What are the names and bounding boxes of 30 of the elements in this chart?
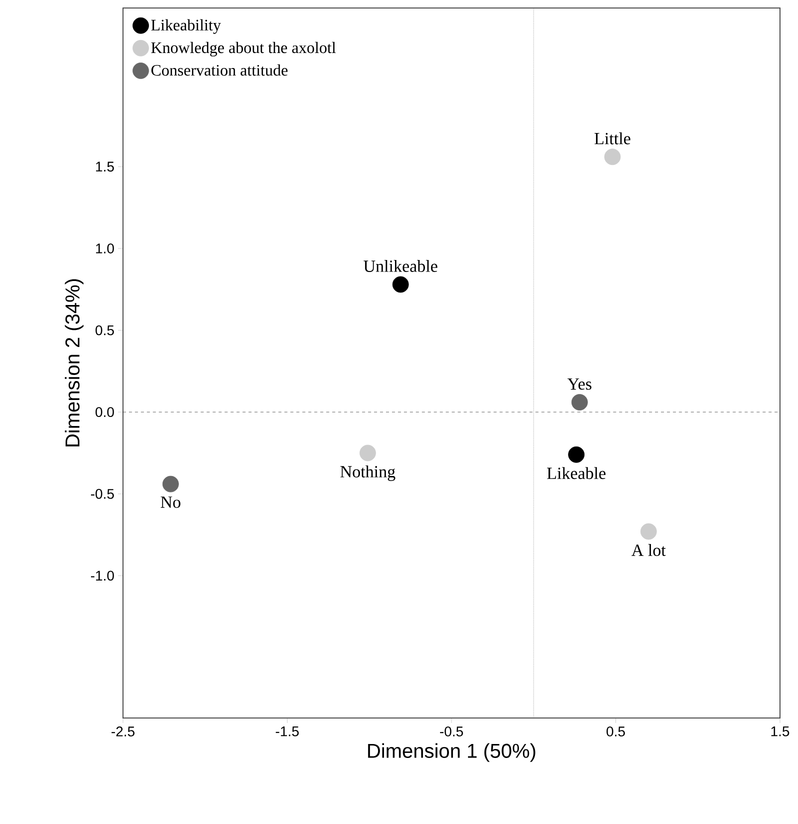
point [162,476,179,492]
annotation: No [160,496,180,508]
point [392,276,409,293]
x-tick-label: -0.5 [440,726,463,736]
annotation: Little [594,132,630,144]
point [604,148,621,166]
y-tick-label: -1.0 [90,570,114,581]
legend-label: Conservation attitude [151,64,288,76]
point [568,446,585,463]
point [640,523,657,540]
annotation: A lot [632,544,666,556]
y-tick-label: -0.5 [90,488,114,499]
annotation: Nothing [340,465,396,481]
y-tick-label: 1.0 [96,244,114,254]
point [360,444,376,462]
x-tick-label: 1.5 [771,726,790,736]
x-tick-label: 0.5 [606,726,625,736]
legend-label: Likeability [151,19,221,34]
y-tick-label: 0.0 [96,407,114,418]
annotation: Yes [567,378,592,390]
annotation: Likeable [547,467,606,480]
y-tick-label: 0.5 [96,325,114,336]
legend-label: Knowledge about the axolotl [151,42,336,56]
y-axis-title: Dimension 2 (34%) [64,279,84,446]
x-tick-label: -1.5 [276,726,299,736]
x-tick-label: -2.5 [112,726,134,736]
y-tick-label: 1.5 [96,162,114,172]
annotation: Unlikeable [364,260,438,272]
point [571,394,588,410]
x-axis-title: Dimension 1 (50%) [368,743,536,762]
